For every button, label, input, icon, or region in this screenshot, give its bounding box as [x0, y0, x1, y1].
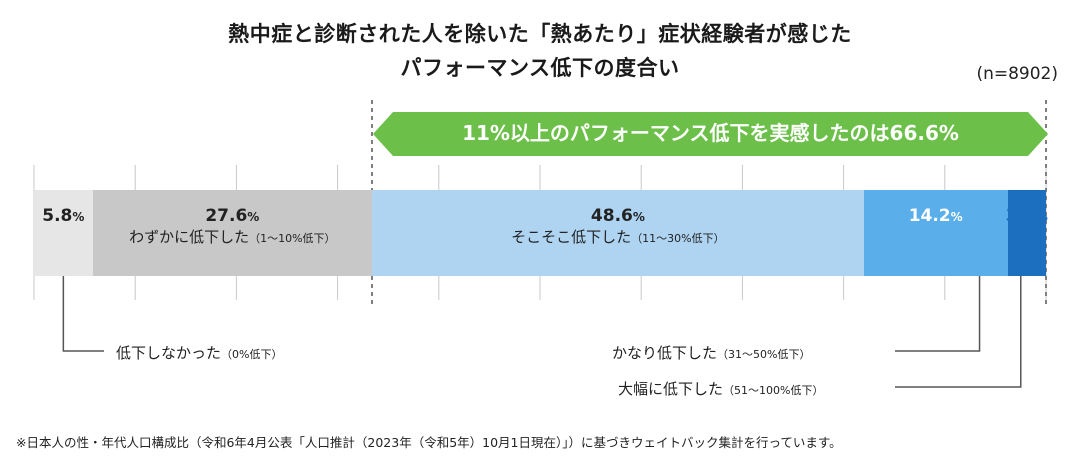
highlight-banner [373, 112, 1048, 156]
value-percent-symbol: % [72, 210, 85, 224]
callout-considerable-label: かなり低下した [612, 344, 718, 362]
value-number: 48.6 [590, 206, 633, 226]
data-label-value-none: 5.8% [34, 206, 93, 226]
banner-arrow-shape [373, 112, 1048, 156]
callout-considerable-range: （31〜50%低下） [717, 348, 811, 361]
data-label-slight: 27.6% わずかに低下した（1〜10%低下） [93, 206, 372, 247]
value-percent-symbol: % [950, 210, 963, 224]
value-number: 14.2 [908, 206, 951, 226]
callout-large-label: 大幅に低下した [618, 380, 724, 398]
highlight-banner-text: 11%以上のパフォーマンス低下を実感したのは66.6% [462, 121, 959, 145]
chart-title-line1: 熱中症と診断された人を除いた「熱あたり」症状経験者が感じた [228, 22, 852, 46]
chart-title-line2: パフォーマンス低下の度合い [400, 56, 680, 80]
callout-none-range: （0%低下） [221, 348, 283, 361]
callout-none-label: 低下しなかった [116, 344, 222, 362]
category-range: （1〜10%低下） [249, 232, 336, 245]
data-label-moderate: 48.6% そこそこ低下した（11〜30%低下） [372, 206, 864, 247]
category-label: そこそこ低下した [511, 228, 632, 246]
data-label-value-considerable: 14.2% [864, 206, 1008, 226]
data-label-considerable: 14.2% [864, 206, 1008, 226]
leader-line-considerable [895, 252, 981, 352]
bar-segment-moderate [372, 190, 864, 276]
leader-line-large [895, 252, 1022, 388]
value-percent-symbol: % [632, 210, 645, 224]
data-label-category-moderate: そこそこ低下した（11〜30%低下） [372, 226, 864, 247]
category-label: わずかに低下した [129, 228, 250, 246]
sample-size: (n=8902) [976, 64, 1058, 84]
data-label-category-slight: わずかに低下した（1〜10%低下） [93, 226, 372, 247]
value-percent-symbol: % [247, 210, 260, 224]
value-number: 5.8 [42, 206, 73, 226]
value-number: 27.6 [205, 206, 248, 226]
data-label-value-large: 3.8% [1002, 206, 1052, 226]
callout-considerable: かなり低下した（31〜50%低下） [612, 342, 810, 363]
bar-segment-slight [92, 190, 372, 276]
data-label-none: 5.8% [34, 206, 93, 226]
callout-large-range: （51〜100%低下） [723, 384, 824, 397]
data-label-large: 3.8% [1002, 206, 1052, 226]
bar-segment-considerable [863, 190, 1008, 276]
category-range: （11〜30%低下） [631, 232, 725, 245]
leader-line-none [62, 252, 104, 352]
footnote: ※日本人の性・年代人口構成比（令和6年4月公表「人口推計（2023年（令和5年）… [16, 435, 842, 450]
bar-segment-large [1007, 190, 1046, 276]
value-number: 3.8 [1005, 206, 1036, 226]
callout-large: 大幅に低下した（51〜100%低下） [618, 378, 823, 399]
data-label-value-moderate: 48.6% [372, 206, 864, 226]
bar-segment-none [34, 190, 93, 276]
data-label-value-slight: 27.6% [93, 206, 372, 226]
value-percent-symbol: % [1035, 210, 1048, 224]
callout-none: 低下しなかった（0%低下） [116, 342, 282, 363]
